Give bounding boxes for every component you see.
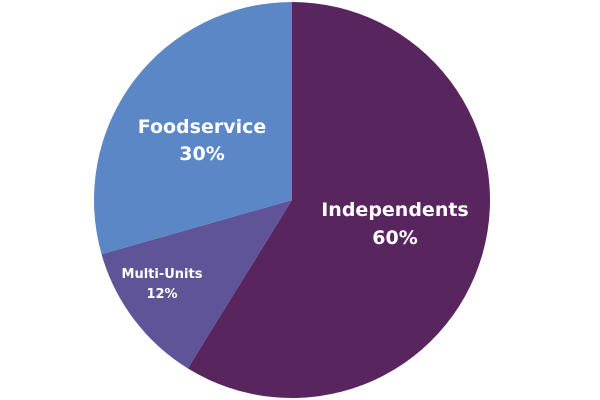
slice-label-independents: Independents [321, 199, 469, 221]
pie-labels: Independents 60% Multi-Units 12% Foodservice… [122, 116, 469, 302]
slice-value-multi-units: 12% [146, 287, 177, 302]
slice-value-independents: 60% [372, 227, 417, 249]
pie-slices [94, 1, 491, 398]
pie-slice-independents [187, 1, 491, 398]
slice-label-foodservice: Foodservice [138, 116, 267, 138]
pie-slice-multi-units [101, 200, 292, 369]
slice-label-multi-units: Multi-Units [122, 267, 203, 282]
slice-value-foodservice: 30% [179, 143, 224, 165]
pie-slice-foodservice [94, 2, 292, 255]
